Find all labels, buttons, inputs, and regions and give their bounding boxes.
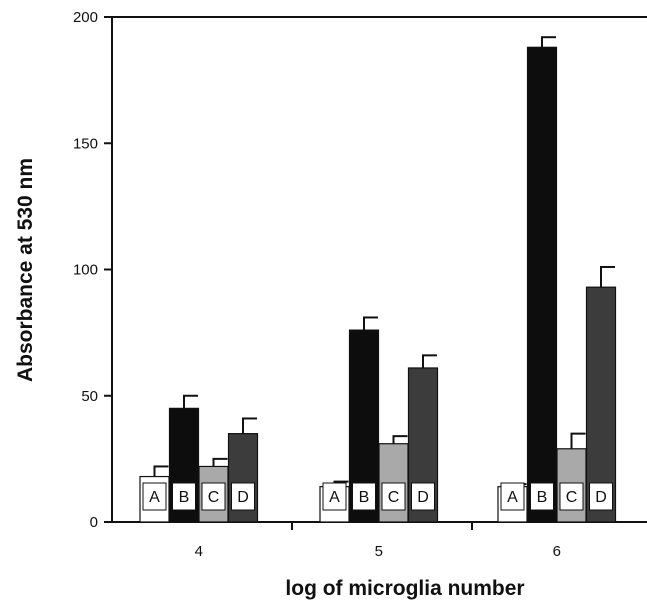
y-axis-title: Absorbance at 530 nm <box>14 158 37 382</box>
y-tick-label: 200 <box>73 9 98 26</box>
bar-label-C: C <box>208 489 220 506</box>
x-tick-label: 4 <box>195 543 203 560</box>
x-ticks: 4 5 6 <box>195 522 561 560</box>
bar-label-A: A <box>507 489 518 506</box>
bar-label-box <box>201 482 226 511</box>
x-axis-title: log of microglia number <box>285 577 524 600</box>
bar-label-A: A <box>329 489 340 506</box>
y-tick-label: 150 <box>73 135 98 152</box>
y-tick-label: 100 <box>73 262 98 279</box>
x-tick-label: 6 <box>553 543 561 560</box>
bar-label-box <box>172 482 196 511</box>
bar-label-box <box>231 482 255 511</box>
bar-label-A: A <box>149 489 160 506</box>
bar-label-box <box>589 482 613 511</box>
y-tick-label: 50 <box>81 388 98 405</box>
bar-label-box <box>411 482 435 511</box>
bar-label-D: D <box>595 489 607 506</box>
bar-label-box <box>142 482 167 511</box>
bar-label-D: D <box>417 489 429 506</box>
y-tick-label: 0 <box>90 514 98 531</box>
bar-label-C: C <box>566 489 578 506</box>
bar-label-box <box>559 482 584 511</box>
bar-label-B: B <box>359 489 370 506</box>
bar-label-box <box>352 482 376 511</box>
x-tick-label: 5 <box>375 543 383 560</box>
bar-label-box <box>322 482 347 511</box>
bar-label-box <box>381 482 406 511</box>
bar-label-B: B <box>179 489 190 506</box>
bar-label-D: D <box>237 489 249 506</box>
bar-label-box <box>530 482 554 511</box>
y-ticks: 0 50 100 150 200 <box>73 9 112 531</box>
bar-label-C: C <box>388 489 400 506</box>
bar-B-6 <box>526 46 558 523</box>
bar-label-B: B <box>537 489 548 506</box>
bar-label-box <box>500 482 525 511</box>
